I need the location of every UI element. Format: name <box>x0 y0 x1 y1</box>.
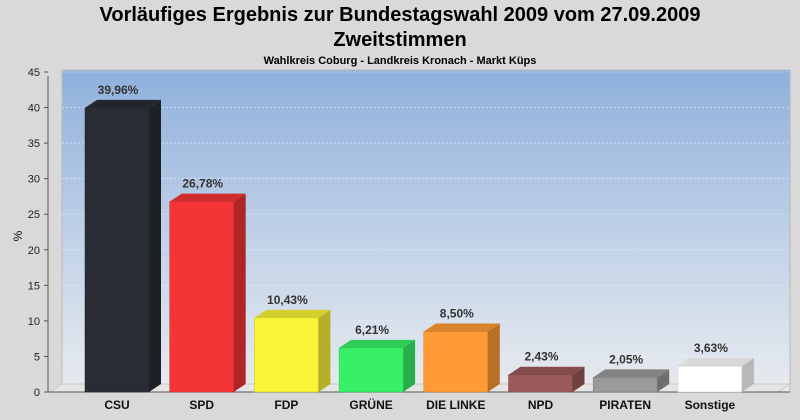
bar-die-linke <box>423 323 500 393</box>
chart-title: Vorläufiges Ergebnis zur Bundestagswahl … <box>99 4 701 26</box>
x-tick-label: DIE LINKE <box>426 398 485 412</box>
chart-caption: Wahlkreis Coburg - Landkreis Kronach - M… <box>263 55 537 67</box>
bar-side <box>149 99 161 392</box>
bar-front <box>338 347 404 393</box>
bar-top <box>254 309 331 318</box>
bar-front <box>254 317 319 393</box>
chart-subtitle: Zweitstimmen <box>333 29 467 51</box>
bar-csu <box>84 99 161 393</box>
value-label: 2,43% <box>524 350 558 364</box>
value-label: 3,63% <box>694 341 728 355</box>
y-tick-label: 35 <box>28 138 40 150</box>
bar-npd <box>508 366 585 393</box>
bar-front <box>677 365 743 393</box>
y-tick-label: 30 <box>28 174 40 186</box>
y-tick-label: 5 <box>34 351 40 363</box>
value-label: 10,43% <box>267 293 308 307</box>
bar-top <box>423 323 500 332</box>
bar-side <box>403 339 416 392</box>
value-label: 2,05% <box>609 352 643 366</box>
bar-front <box>508 374 573 393</box>
value-label: 26,78% <box>182 177 223 191</box>
y-axis-title: % <box>11 230 25 241</box>
bar-front <box>592 377 658 393</box>
bar-side <box>657 369 670 392</box>
x-tick-label: PIRATEN <box>599 398 651 412</box>
bar-top <box>169 193 246 202</box>
bar-spd <box>169 193 246 393</box>
x-tick-label: NPD <box>528 398 554 412</box>
value-label: 8,50% <box>440 307 474 321</box>
bar-side <box>572 366 585 392</box>
bar-side <box>233 193 246 392</box>
y-tick-label: 40 <box>28 103 40 115</box>
bar-front <box>169 201 234 393</box>
y-tick-label: 15 <box>28 280 40 292</box>
value-label: 39,96% <box>98 83 139 97</box>
bar-top <box>339 339 416 348</box>
bar-fdp <box>254 309 331 393</box>
y-tick-label: 10 <box>28 316 40 328</box>
bar-piraten <box>592 369 670 393</box>
bar-front <box>423 331 489 393</box>
y-tick-label: 25 <box>28 209 40 221</box>
x-tick-label: Sonstige <box>685 398 736 412</box>
bar-top <box>593 369 670 378</box>
bar-front <box>84 107 150 393</box>
value-label: 6,21% <box>355 323 389 337</box>
bar-top <box>85 99 161 108</box>
bar-sonstige <box>677 358 754 393</box>
x-tick-label: GRÜNE <box>349 397 392 412</box>
bar-side <box>318 309 331 392</box>
x-tick-label: FDP <box>274 398 298 412</box>
bar-top <box>677 358 754 367</box>
bar-top <box>508 366 585 375</box>
y-tick-label: 0 <box>34 387 40 399</box>
bar-side <box>741 358 754 392</box>
y-tick-label: 20 <box>28 245 40 257</box>
bar-side <box>487 323 500 392</box>
bar-grüne <box>338 339 416 393</box>
x-tick-label: SPD <box>189 398 214 412</box>
x-tick-label: CSU <box>104 398 129 412</box>
y-tick-label: 45 <box>28 67 40 79</box>
